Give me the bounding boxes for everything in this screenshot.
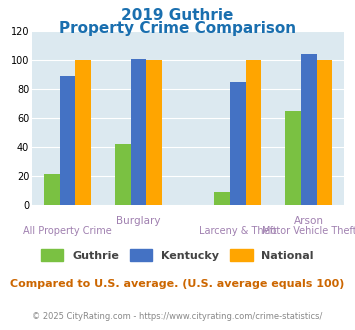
Bar (317, 60, 332, 205)
Bar (60, 76, 75, 205)
Bar (146, 60, 162, 205)
Bar (131, 59, 146, 205)
Text: © 2025 CityRating.com - https://www.cityrating.com/crime-statistics/: © 2025 CityRating.com - https://www.city… (32, 312, 323, 321)
Bar (230, 82, 246, 205)
Text: 2019 Guthrie: 2019 Guthrie (121, 8, 234, 23)
Bar (44, 174, 60, 205)
Text: Compared to U.S. average. (U.S. average equals 100): Compared to U.S. average. (U.S. average … (10, 279, 345, 289)
Bar (214, 192, 230, 205)
Bar (115, 144, 131, 205)
Legend: Guthrie, Kentucky, National: Guthrie, Kentucky, National (37, 245, 318, 265)
Text: Property Crime Comparison: Property Crime Comparison (59, 21, 296, 36)
Text: Motor Vehicle Theft: Motor Vehicle Theft (262, 226, 355, 236)
Bar (285, 111, 301, 205)
Bar (75, 60, 91, 205)
Bar (246, 60, 261, 205)
Text: Larceny & Theft: Larceny & Theft (199, 226, 277, 236)
Text: Arson: Arson (294, 216, 324, 226)
Text: All Property Crime: All Property Crime (23, 226, 112, 236)
Text: Burglary: Burglary (116, 216, 161, 226)
Bar (301, 54, 317, 205)
